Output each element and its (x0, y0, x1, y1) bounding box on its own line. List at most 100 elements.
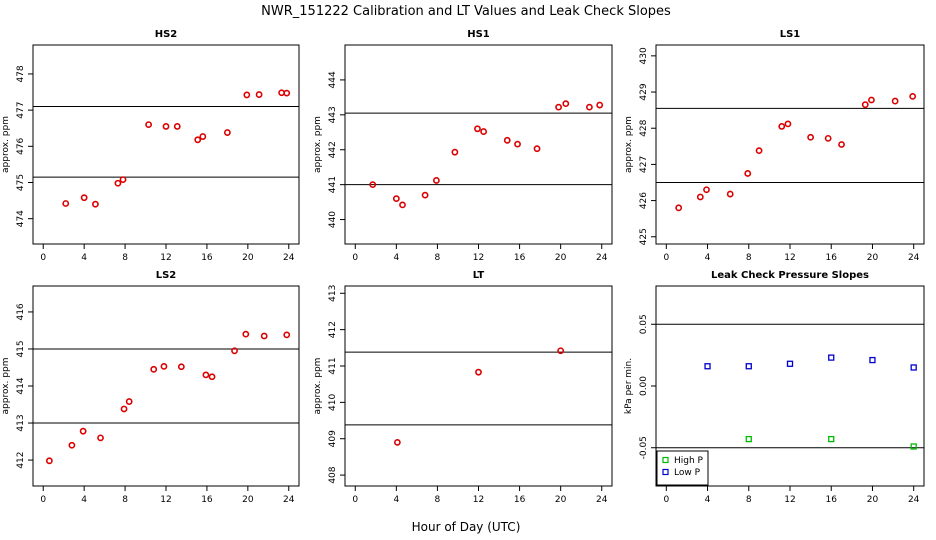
data-point (596, 101, 604, 109)
data-point (177, 363, 185, 371)
data-point (861, 101, 869, 109)
y-axis-label: approx. ppm (1, 116, 11, 173)
data-point (162, 123, 170, 130)
data-point (243, 91, 251, 99)
x-tick-label: 16 (826, 253, 838, 263)
y-tick-label: 411 (328, 357, 338, 374)
y-tick-label: 412 (328, 321, 338, 338)
data-point (514, 140, 521, 148)
x-tick-label: 8 (746, 495, 752, 505)
plot-frame (32, 285, 300, 487)
y-tick-label: 476 (16, 137, 26, 154)
x-tick-label: 8 (435, 495, 441, 505)
x-tick-label: 0 (663, 253, 669, 263)
y-tick-label: 426 (639, 192, 649, 209)
data-point (838, 141, 845, 148)
x-tick-label: 4 (81, 495, 87, 505)
x-tick-label: 16 (514, 495, 526, 505)
data-point (80, 194, 88, 202)
x-tick-label: 24 (596, 253, 608, 263)
x-tick-label: 4 (393, 253, 399, 263)
x-tick-label: 12 (473, 495, 484, 505)
panel-title: LS1 (780, 29, 801, 40)
y-tick-label: 410 (328, 394, 338, 411)
x-tick-label: 12 (160, 495, 171, 505)
y-tick-label: 416 (16, 303, 26, 320)
data-point (474, 125, 481, 133)
y-tick-label: 414 (16, 377, 26, 394)
plot-frame (344, 44, 613, 245)
y-tick-label: 0.00 (639, 376, 649, 396)
data-point (421, 191, 429, 199)
data-point (432, 177, 440, 184)
y-tick-label: 440 (328, 211, 338, 228)
data-point (255, 91, 263, 98)
data-point (242, 330, 250, 338)
panel-title: Leak Check Pressure Slopes (711, 270, 869, 281)
data-point (92, 200, 99, 208)
data-point (480, 128, 488, 135)
y-tick-label: 443 (328, 106, 338, 123)
x-tick-label: 24 (283, 495, 295, 505)
data-point (475, 368, 482, 376)
y-tick-label: 477 (16, 102, 26, 119)
x-tick-label: 12 (160, 253, 171, 263)
data-point (283, 89, 291, 97)
data-point (260, 332, 268, 340)
data-point (868, 96, 875, 104)
y-axis-label: approx. ppm (624, 116, 634, 173)
x-tick-label: 8 (122, 495, 128, 505)
x-tick-label: 24 (283, 253, 295, 263)
x-tick-label: 12 (784, 253, 795, 263)
data-point (869, 356, 876, 364)
x-tick-label: 16 (826, 495, 838, 505)
data-point (194, 136, 202, 144)
x-tick-label: 8 (746, 253, 752, 263)
x-tick-label: 24 (908, 253, 920, 263)
x-tick-label: 20 (555, 495, 567, 505)
x-tick-label: 0 (663, 495, 669, 505)
panel-title: LT (473, 270, 485, 281)
y-tick-label: 430 (639, 47, 649, 64)
x-tick-label: 20 (867, 495, 879, 505)
data-point (231, 347, 238, 355)
y-tick-label: 413 (16, 414, 26, 431)
data-point (208, 373, 216, 381)
y-tick-label: 475 (16, 174, 26, 191)
data-point (223, 129, 231, 136)
data-point (392, 195, 400, 203)
data-point (828, 435, 835, 443)
y-tick-label: 413 (328, 285, 338, 302)
y-axis-label: approx. ppm (313, 116, 323, 173)
data-point (369, 181, 377, 189)
data-point (125, 398, 133, 405)
data-point (586, 103, 593, 111)
data-point (786, 360, 794, 367)
data-point (891, 97, 899, 105)
data-point (910, 443, 917, 450)
panel-title: HS1 (467, 29, 490, 40)
y-tick-label: 427 (639, 156, 649, 173)
panel-3: LS1 approx. ppm 0 4 8 12 16 20 24 425 426 427 428 429… (624, 29, 925, 263)
legend-marker (662, 468, 669, 476)
data-point (704, 363, 711, 370)
y-tick-label: 415 (16, 340, 26, 357)
x-tick-label: 20 (242, 495, 254, 505)
y-tick-label: 442 (328, 141, 338, 158)
data-point (120, 405, 128, 413)
x-tick-label: 16 (201, 253, 213, 263)
y-tick-label: 428 (639, 119, 649, 136)
x-tick-label: 20 (867, 253, 879, 263)
data-point (199, 133, 207, 140)
data-point (778, 123, 786, 130)
x-tick-label: 0 (40, 495, 46, 505)
data-point (745, 363, 752, 370)
data-point (696, 193, 704, 201)
y-tick-label: 409 (328, 430, 338, 447)
y-axis-label: approx. ppm (1, 358, 11, 415)
data-point (145, 121, 153, 128)
panel-1: HS2 approx. ppm 0 4 8 12 16 20 24 474 475 476 477 478 (1, 29, 300, 263)
legend-entry: High P (674, 456, 704, 466)
data-point (399, 201, 406, 209)
